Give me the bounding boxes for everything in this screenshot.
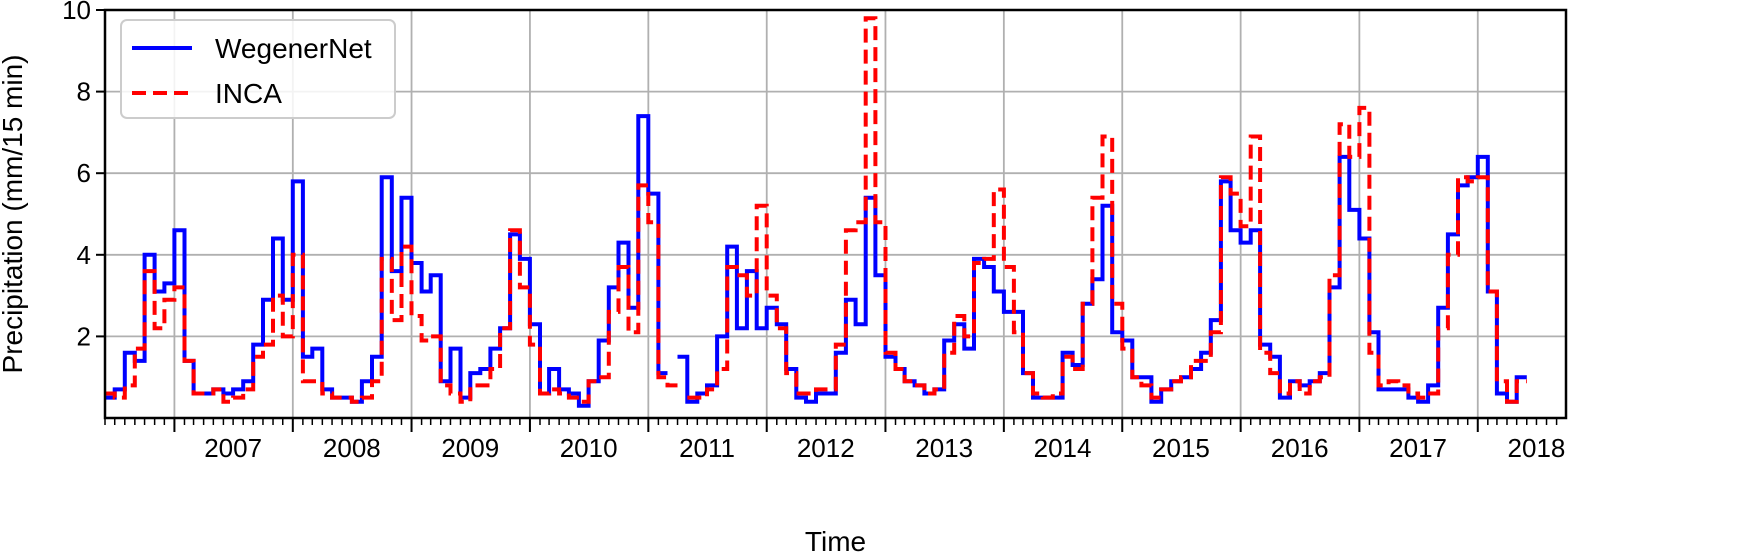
legend-label-inca: INCA bbox=[215, 78, 282, 109]
series-layer bbox=[105, 16, 1527, 408]
series-line-wegenernet bbox=[105, 114, 1527, 408]
legend-label-wegenernet: WegenerNet bbox=[215, 33, 372, 64]
y-tick-label: 2 bbox=[77, 321, 91, 351]
x-tick-label: 2011 bbox=[679, 433, 735, 463]
axes: 2 4 6 8 10 2007 2008 2009 2010 2011 2012 2013 2014 20… bbox=[62, 0, 1565, 463]
legend: WegenerNet INCA bbox=[120, 19, 396, 119]
y-tick-label: 10 bbox=[62, 0, 91, 25]
x-tick-label: 2017 bbox=[1389, 433, 1447, 463]
y-tick-label: 8 bbox=[77, 77, 91, 107]
x-tick-label: 2015 bbox=[1152, 433, 1210, 463]
x-axis-label: Time bbox=[805, 526, 866, 557]
x-tick-label: 2012 bbox=[797, 433, 855, 463]
y-tick-label: 6 bbox=[77, 158, 91, 188]
x-tick-label: 2014 bbox=[1034, 433, 1092, 463]
x-tick-label: 2009 bbox=[441, 433, 499, 463]
y-axis-label: Precipitation (mm/15 min) bbox=[0, 55, 28, 374]
x-tick-label: 2008 bbox=[323, 433, 381, 463]
x-tick-label: 2013 bbox=[915, 433, 973, 463]
x-tick-label: 2010 bbox=[560, 433, 618, 463]
x-tick-label: 2016 bbox=[1271, 433, 1329, 463]
y-tick-label: 4 bbox=[77, 240, 91, 270]
legend-box bbox=[120, 19, 396, 119]
series-line-inca bbox=[105, 16, 1527, 404]
x-tick-label: 2007 bbox=[204, 433, 262, 463]
x-tick-label: 2018 bbox=[1508, 433, 1566, 463]
